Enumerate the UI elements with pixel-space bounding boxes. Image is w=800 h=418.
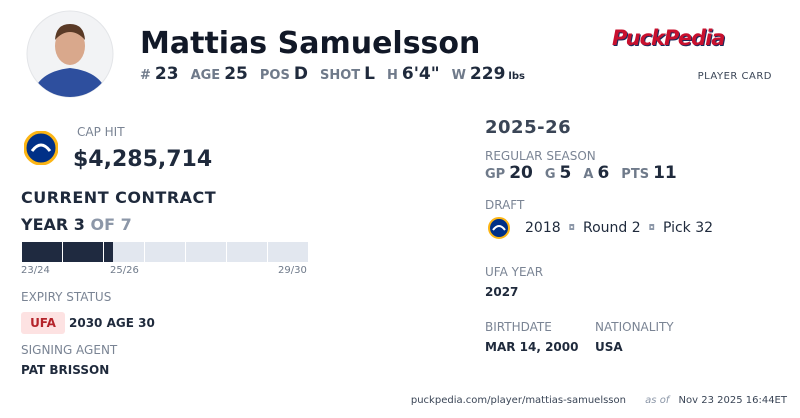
year-total: OF 7 xyxy=(90,215,132,234)
team-logo xyxy=(24,131,58,165)
stat-label: H xyxy=(386,68,398,83)
brand-logo: PuckPedia xyxy=(612,26,725,50)
stat-label: GP xyxy=(485,167,506,182)
stat-value: 6'4" xyxy=(401,64,440,84)
stat-label: SHOT xyxy=(319,68,361,83)
agent: PAT BRISSON xyxy=(21,363,110,377)
stat-value: 11 xyxy=(653,163,677,183)
cap-hit: $4,285,714 xyxy=(73,147,213,172)
season-subtitle: REGULAR SEASON xyxy=(485,149,596,163)
stat-label: AGE xyxy=(190,68,221,83)
stat-label: # xyxy=(140,68,151,83)
progress-bar xyxy=(22,242,308,262)
season-title: 2025-26 xyxy=(485,117,572,138)
as-of: as of xyxy=(645,395,670,406)
stat-value: 23 xyxy=(154,64,179,84)
stat-label: PTS xyxy=(621,167,650,182)
season-stats: GP 20 G 5 A 6 PTS 11 xyxy=(485,165,689,182)
year-label: YEAR 3 xyxy=(21,215,85,234)
cap-hit-label: CAP HIT xyxy=(77,125,125,139)
agent-label: SIGNING AGENT xyxy=(21,343,118,357)
draft-info: 2018 ◘ Round 2 ◘ Pick 32 xyxy=(525,220,714,236)
draft-logo xyxy=(488,217,510,239)
stat-label: G xyxy=(544,167,556,182)
stat-value: 25 xyxy=(224,64,248,84)
birthdate: MAR 14, 2000 xyxy=(485,340,579,354)
stat-value: 229 xyxy=(469,64,506,84)
section-title: CURRENT CONTRACT xyxy=(21,188,217,207)
bar-label: 25/26 xyxy=(110,265,139,276)
expiry-label: EXPIRY STATUS xyxy=(21,290,112,304)
stat-unit: lbs xyxy=(508,71,525,82)
card-label: PLAYER CARD xyxy=(697,71,772,82)
nationality-label: NATIONALITY xyxy=(595,320,674,334)
player-name: Mattias Samuelsson xyxy=(140,26,481,61)
stat-value: 5 xyxy=(559,163,572,183)
bar-label: 23/24 xyxy=(21,265,50,276)
footer: puckpedia.com/player/mattias-samuelsson … xyxy=(411,396,787,406)
stat-label: POS xyxy=(259,68,290,83)
contract-year: YEAR 3 OF 7 xyxy=(21,217,132,233)
stat-value: 6 xyxy=(597,163,610,183)
expiry-detail: 2030 AGE 30 xyxy=(69,316,155,330)
bio-stats: #23 AGE 25 POS D SHOT L H 6'4" W 229 lbs xyxy=(140,66,529,83)
stat-label: W xyxy=(451,68,466,83)
stat-value: 20 xyxy=(509,163,533,183)
avatar xyxy=(26,10,114,98)
draft-label: DRAFT xyxy=(485,198,525,212)
draft-pick: Pick 32 xyxy=(662,220,714,236)
ufa-year: 2027 xyxy=(485,285,519,299)
bar-label: 29/30 xyxy=(278,265,307,276)
timestamp: Nov 23 2025 16:44ET xyxy=(678,395,787,406)
stat-label: A xyxy=(583,167,594,182)
ufa-label: UFA YEAR xyxy=(485,265,544,279)
expiry-badge: UFA xyxy=(21,312,65,334)
stat-value: L xyxy=(364,64,375,84)
stat-value: D xyxy=(293,64,308,84)
url: puckpedia.com/player/mattias-samuelsson xyxy=(410,395,626,406)
draft-round: Round 2 xyxy=(582,220,641,236)
draft-year: 2018 xyxy=(525,220,561,236)
nationality: USA xyxy=(595,340,623,354)
birth-label: BIRTHDATE xyxy=(485,320,552,334)
